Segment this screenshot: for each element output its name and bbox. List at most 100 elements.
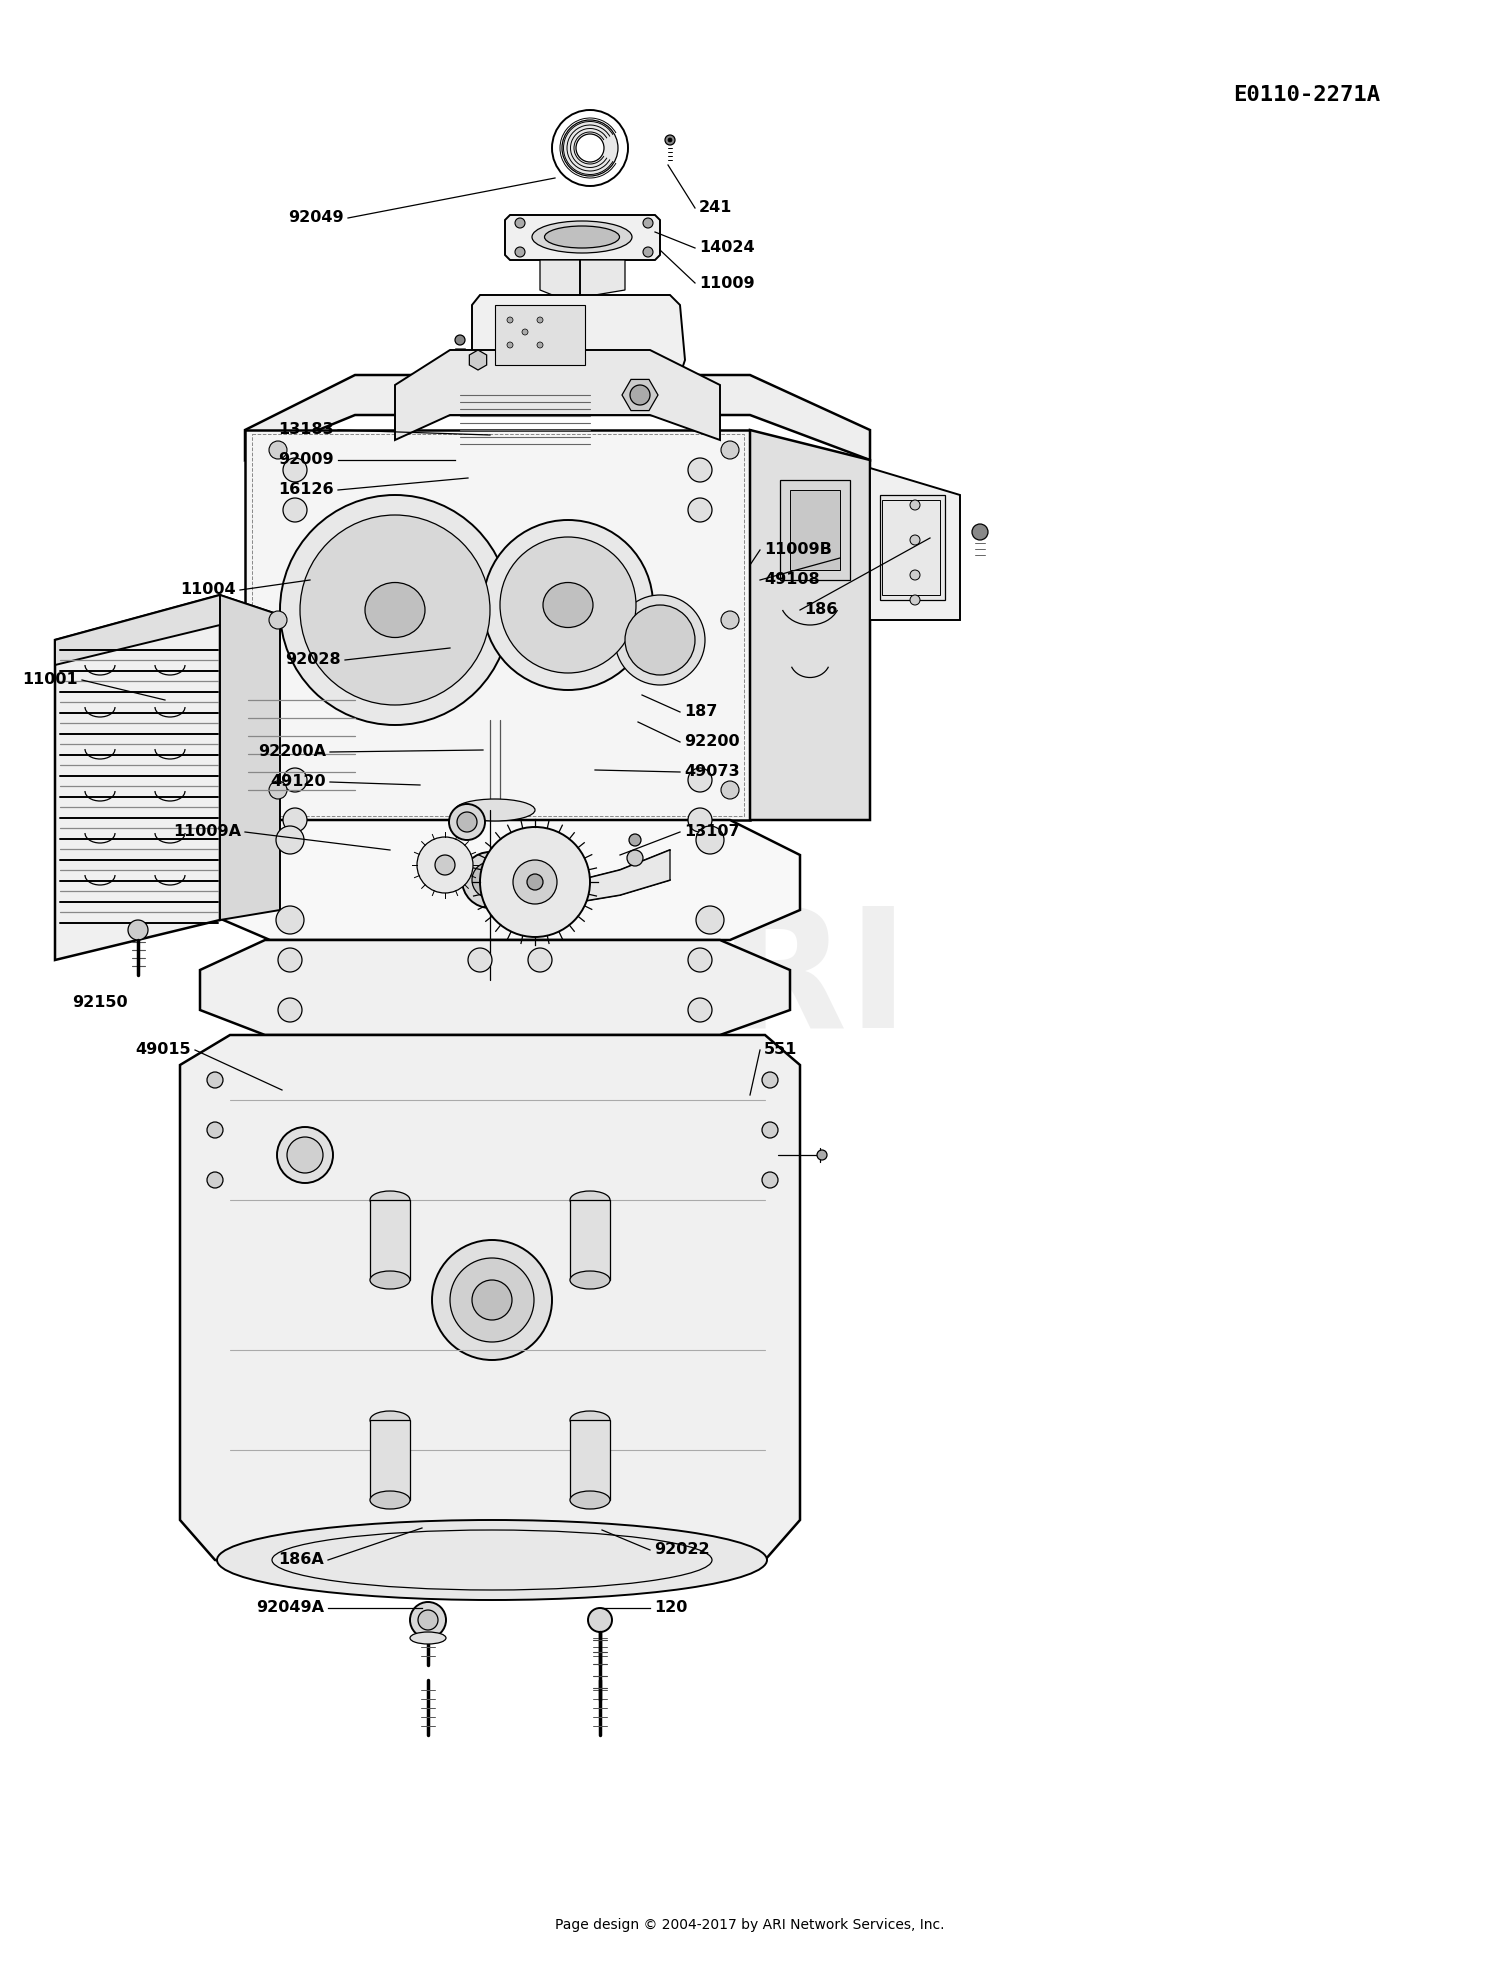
Ellipse shape	[370, 1411, 410, 1428]
Circle shape	[500, 538, 636, 673]
Polygon shape	[472, 294, 686, 375]
Ellipse shape	[370, 1271, 410, 1289]
Circle shape	[910, 571, 920, 581]
Ellipse shape	[370, 1191, 410, 1209]
Circle shape	[507, 341, 513, 347]
Circle shape	[644, 247, 652, 257]
Circle shape	[278, 948, 302, 971]
Bar	[882, 500, 940, 594]
Circle shape	[910, 500, 920, 510]
Circle shape	[514, 218, 525, 228]
Circle shape	[576, 133, 604, 163]
Circle shape	[284, 767, 308, 793]
Polygon shape	[200, 820, 800, 940]
Bar	[570, 1201, 610, 1279]
Text: E0110-2271A: E0110-2271A	[1233, 84, 1380, 106]
Circle shape	[818, 1150, 827, 1160]
Circle shape	[280, 494, 510, 726]
Circle shape	[910, 536, 920, 545]
Text: 92200A: 92200A	[258, 744, 326, 759]
Circle shape	[284, 808, 308, 832]
Circle shape	[762, 1071, 778, 1089]
Ellipse shape	[364, 583, 424, 638]
Circle shape	[668, 137, 672, 141]
Circle shape	[910, 594, 920, 604]
Text: 14024: 14024	[699, 241, 754, 255]
Circle shape	[628, 834, 640, 846]
Circle shape	[454, 336, 465, 345]
Circle shape	[513, 859, 556, 904]
Text: 11004: 11004	[180, 583, 236, 598]
Text: Page design © 2004-2017 by ARI Network Services, Inc.: Page design © 2004-2017 by ARI Network S…	[555, 1919, 945, 1933]
Text: 13183: 13183	[279, 422, 334, 438]
Polygon shape	[470, 349, 486, 371]
Circle shape	[276, 906, 304, 934]
Circle shape	[462, 852, 518, 908]
Text: 551: 551	[764, 1042, 798, 1058]
Circle shape	[762, 1171, 778, 1189]
Ellipse shape	[570, 1271, 610, 1289]
Circle shape	[626, 604, 694, 675]
Text: 11009: 11009	[699, 275, 754, 290]
Circle shape	[410, 1603, 446, 1638]
Polygon shape	[560, 850, 670, 904]
Polygon shape	[180, 1036, 800, 1589]
Circle shape	[483, 520, 652, 691]
Text: 16126: 16126	[279, 483, 334, 498]
Circle shape	[472, 861, 508, 899]
Circle shape	[128, 920, 148, 940]
Circle shape	[468, 948, 492, 971]
Text: 92028: 92028	[285, 653, 340, 667]
Circle shape	[537, 341, 543, 347]
Circle shape	[526, 873, 543, 891]
Polygon shape	[750, 430, 870, 820]
Ellipse shape	[570, 1191, 610, 1209]
Circle shape	[284, 457, 308, 483]
Circle shape	[762, 1122, 778, 1138]
Bar	[370, 1201, 410, 1279]
Circle shape	[722, 781, 740, 799]
Circle shape	[286, 1138, 322, 1173]
Circle shape	[688, 948, 712, 971]
Circle shape	[435, 855, 454, 875]
Polygon shape	[56, 594, 220, 959]
Text: 92150: 92150	[72, 995, 128, 1010]
Text: 49073: 49073	[684, 765, 740, 779]
Circle shape	[278, 999, 302, 1022]
Circle shape	[284, 498, 308, 522]
Bar	[880, 494, 945, 600]
Ellipse shape	[454, 799, 536, 820]
Text: 92009: 92009	[279, 453, 334, 467]
Polygon shape	[244, 430, 750, 820]
Text: ARI: ARI	[591, 899, 909, 1063]
Circle shape	[514, 247, 525, 257]
Circle shape	[300, 514, 490, 704]
Circle shape	[417, 838, 472, 893]
Circle shape	[448, 804, 484, 840]
Polygon shape	[540, 261, 626, 300]
Circle shape	[688, 457, 712, 483]
Text: 241: 241	[699, 200, 732, 216]
Bar	[370, 1420, 410, 1501]
Circle shape	[664, 135, 675, 145]
Circle shape	[537, 318, 543, 324]
Text: 92049A: 92049A	[256, 1601, 324, 1615]
Circle shape	[688, 999, 712, 1022]
Circle shape	[615, 594, 705, 685]
Circle shape	[688, 767, 712, 793]
Circle shape	[696, 906, 724, 934]
Bar	[495, 304, 585, 365]
Circle shape	[268, 781, 286, 799]
Circle shape	[688, 808, 712, 832]
Text: 13107: 13107	[684, 824, 740, 840]
Text: 120: 120	[654, 1601, 687, 1615]
Circle shape	[268, 610, 286, 630]
Ellipse shape	[544, 226, 620, 247]
Text: 49120: 49120	[270, 775, 326, 789]
Ellipse shape	[217, 1521, 766, 1599]
Bar	[790, 490, 840, 571]
Circle shape	[278, 1126, 333, 1183]
Circle shape	[268, 441, 286, 459]
Text: 11009A: 11009A	[172, 824, 242, 840]
Bar	[780, 481, 850, 581]
